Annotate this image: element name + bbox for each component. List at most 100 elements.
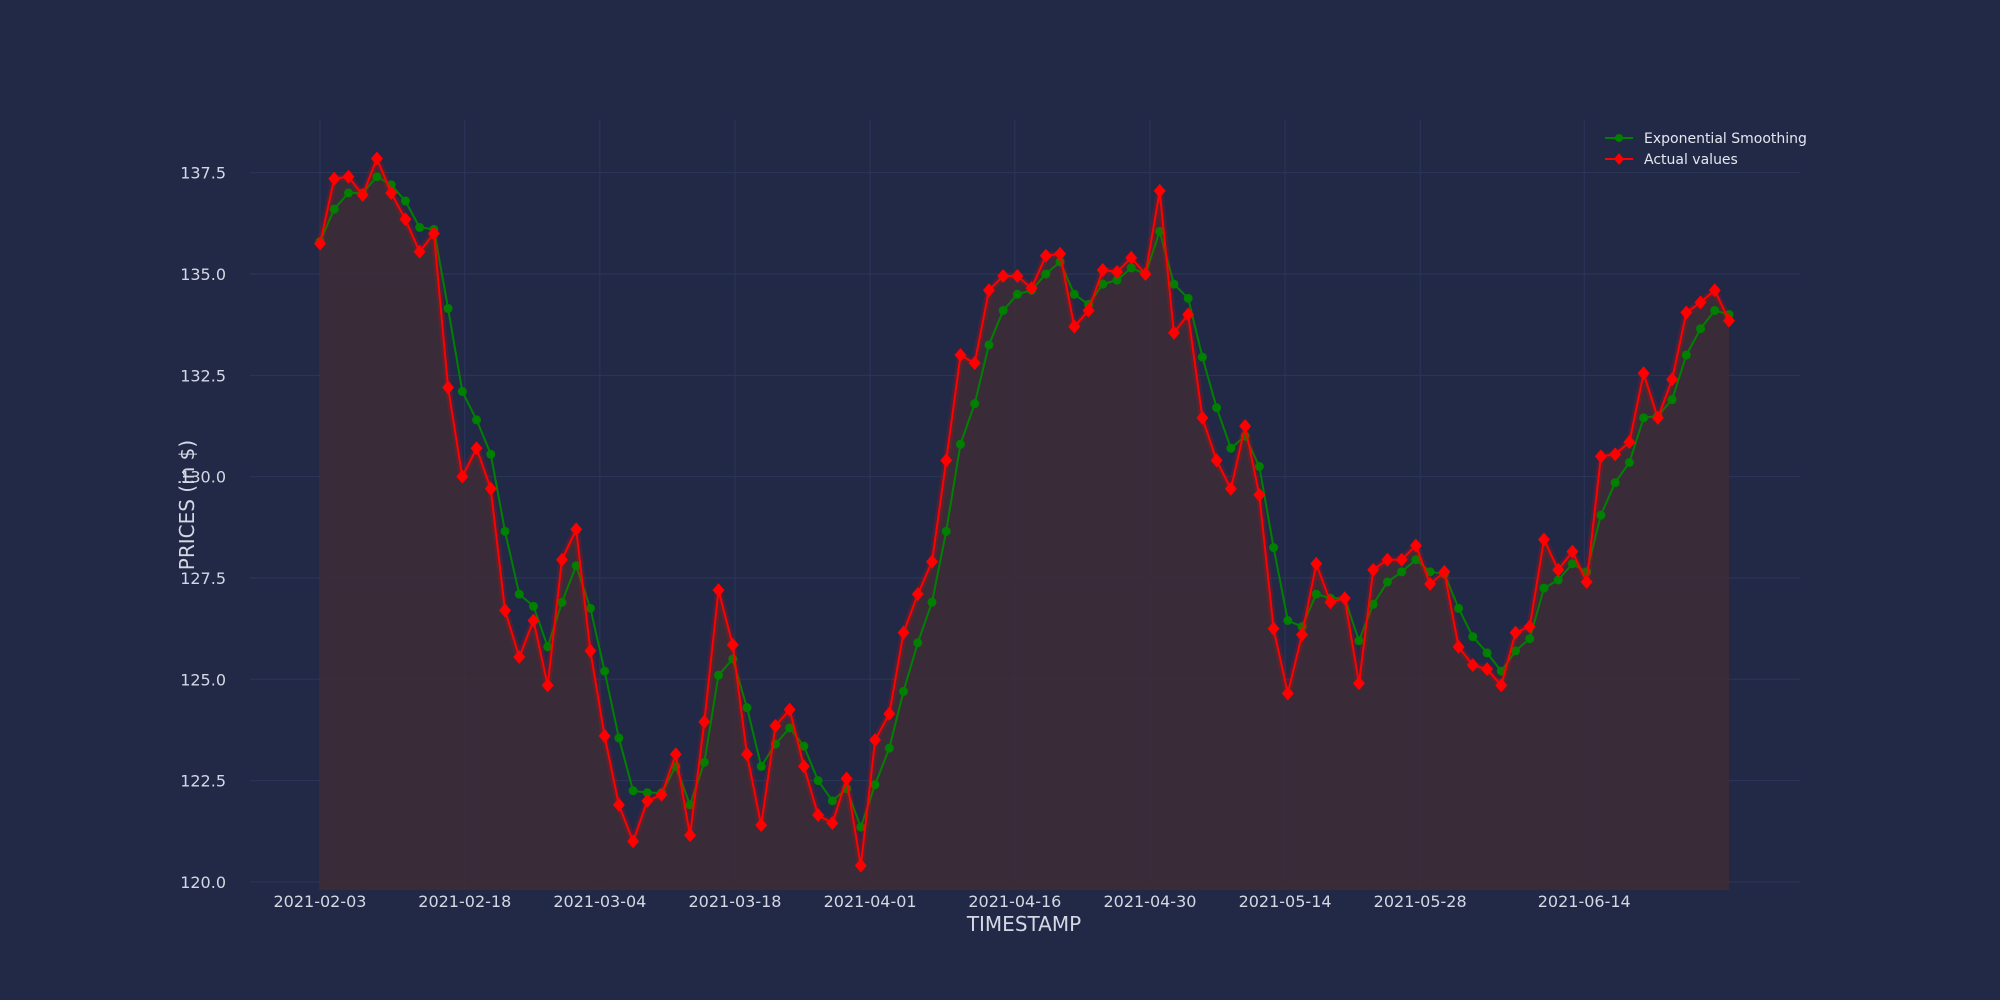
data-point: [1553, 575, 1563, 585]
data-point: [598, 729, 611, 743]
data-point: [756, 761, 766, 771]
y-tick-label: 130.0: [180, 468, 226, 487]
data-point: [1254, 462, 1264, 471]
data-point: [1039, 248, 1052, 263]
data-point: [1681, 350, 1691, 360]
data-point: [655, 787, 668, 802]
data-point: [1169, 279, 1179, 289]
data-point: [826, 816, 839, 831]
data-point: [1454, 603, 1464, 613]
data-point: [856, 822, 866, 832]
data-point: [827, 796, 837, 806]
data-point: [541, 678, 554, 693]
data-point: [1368, 599, 1378, 609]
data-point: [1511, 646, 1521, 656]
data-point: [628, 786, 638, 796]
data-point: [584, 643, 597, 658]
data-point: [1139, 267, 1152, 281]
data-point: [1680, 305, 1693, 320]
data-point: [1310, 556, 1323, 571]
data-point: [883, 706, 896, 721]
data-point: [797, 759, 810, 774]
data-point: [1041, 269, 1051, 279]
data-point: [641, 793, 654, 808]
data-point: [1696, 324, 1706, 334]
data-point: [1452, 639, 1465, 654]
data-point: [812, 808, 825, 823]
data-point: [1096, 262, 1109, 277]
data-point: [1395, 552, 1408, 567]
data-point: [913, 638, 923, 648]
data-point: [1425, 567, 1435, 577]
data-point: [1352, 676, 1365, 691]
data-point: [740, 747, 753, 762]
data-point: [1224, 481, 1237, 496]
data-point: [413, 244, 426, 259]
data-point: [712, 583, 725, 598]
data-point: [1212, 403, 1222, 413]
legend-label: Exponential Smoothing: [1644, 131, 1807, 147]
y-tick-label: 125.0: [180, 670, 226, 689]
data-point: [783, 702, 796, 717]
data-point: [941, 526, 951, 536]
data-point: [1666, 372, 1679, 387]
data-point: [911, 587, 924, 602]
data-point: [1466, 658, 1479, 673]
data-point: [840, 771, 853, 786]
data-point: [470, 441, 483, 456]
data-point: [1269, 543, 1279, 553]
x-axis-title: TIMESTAMP: [966, 912, 1081, 936]
data-point: [399, 212, 412, 227]
data-point: [1566, 544, 1579, 559]
data-point: [1354, 636, 1364, 646]
data-point: [1324, 595, 1337, 610]
data-point: [642, 788, 652, 798]
data-point: [1637, 366, 1650, 381]
data-point: [1054, 246, 1067, 261]
data-point: [1523, 619, 1536, 634]
data-point: [1438, 564, 1451, 579]
data-point: [1468, 632, 1478, 642]
data-point: [1197, 352, 1207, 362]
data-point: [1424, 577, 1437, 592]
data-point: [1411, 555, 1421, 565]
data-point: [400, 196, 410, 206]
data-point: [1567, 559, 1577, 569]
x-tick-label: 2021-04-30: [1103, 892, 1196, 911]
x-tick-label: 2021-04-16: [968, 892, 1061, 911]
data-point: [1525, 634, 1535, 644]
data-point: [1311, 589, 1321, 599]
data-point: [940, 453, 953, 468]
data-point: [998, 305, 1008, 315]
data-point: [1552, 562, 1565, 577]
data-point: [1082, 303, 1095, 318]
series-area-fills: [320, 158, 1729, 890]
y-tick-label: 132.5: [180, 366, 226, 385]
data-point: [1482, 648, 1492, 658]
data-point: [1182, 307, 1195, 322]
data-point: [1708, 283, 1721, 298]
data-point: [927, 597, 937, 607]
data-point: [370, 151, 383, 166]
data-point: [1382, 577, 1392, 587]
data-point: [1012, 289, 1022, 299]
data-point: [585, 603, 595, 613]
series-line: [319, 157, 1730, 867]
data-point: [854, 858, 867, 873]
data-point: [614, 733, 624, 743]
legend: Exponential Smoothing Actual values: [1605, 131, 1807, 168]
data-point: [329, 204, 339, 214]
data-point: [1409, 538, 1422, 553]
data-point: [1580, 575, 1593, 589]
x-tick-label: 2021-05-14: [1239, 892, 1332, 911]
data-point: [1183, 293, 1193, 303]
data-point: [328, 171, 341, 186]
legend-label: Actual values: [1644, 152, 1738, 168]
x-tick-label: 2021-05-28: [1374, 892, 1467, 911]
data-point: [869, 733, 882, 748]
x-tick-label: 2021-03-18: [688, 892, 781, 911]
data-point: [356, 187, 369, 202]
data-point: [1509, 625, 1522, 640]
data-point: [343, 188, 353, 198]
data-point: [997, 269, 1010, 284]
